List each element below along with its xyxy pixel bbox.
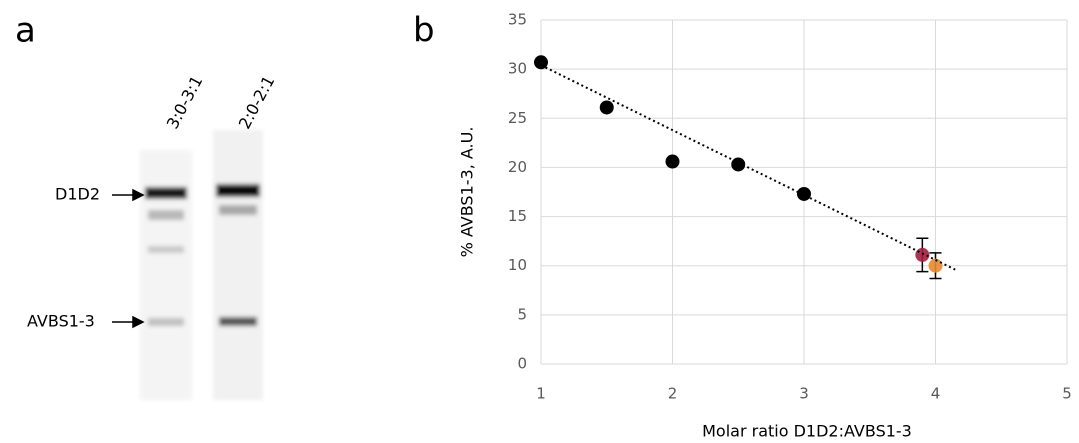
point — [534, 55, 548, 70]
point — [797, 186, 811, 201]
x-tick-label: 5 — [1062, 385, 1072, 403]
band-label: D1D2 — [55, 185, 100, 204]
y-tick-label: 5 — [517, 305, 527, 323]
point — [599, 100, 614, 115]
arrow — [112, 188, 145, 329]
panel-label: b — [413, 11, 435, 51]
x-tick-label: 3 — [799, 385, 809, 403]
y-tick-label: 0 — [517, 355, 527, 373]
y-tick-label: 15 — [508, 207, 527, 225]
y-tick-label: 10 — [508, 256, 527, 274]
y-axis-title: % AVBS1-3, A.U. — [458, 127, 477, 258]
y-tick-label: 35 — [508, 11, 527, 29]
y-tick-label: 20 — [508, 158, 527, 176]
y-tick-label: 25 — [508, 109, 527, 127]
lane-label: 2:0-2:1 — [235, 72, 279, 131]
y-tick-label: 30 — [508, 60, 527, 78]
point — [928, 258, 943, 273]
x-tick-label: 1 — [536, 385, 546, 403]
gel — [140, 130, 263, 400]
point — [665, 154, 680, 169]
trend-line — [540, 64, 956, 271]
lane-label: 3:0-3:1 — [163, 72, 207, 131]
x-axis-title: Molar ratio D1D2:AVBS1-3 — [702, 422, 912, 441]
x-tick-label: 2 — [668, 385, 678, 403]
panel-label: a — [15, 11, 36, 51]
x-tick-label: 4 — [931, 385, 941, 403]
band-label: AVBS1-3 — [27, 312, 95, 331]
